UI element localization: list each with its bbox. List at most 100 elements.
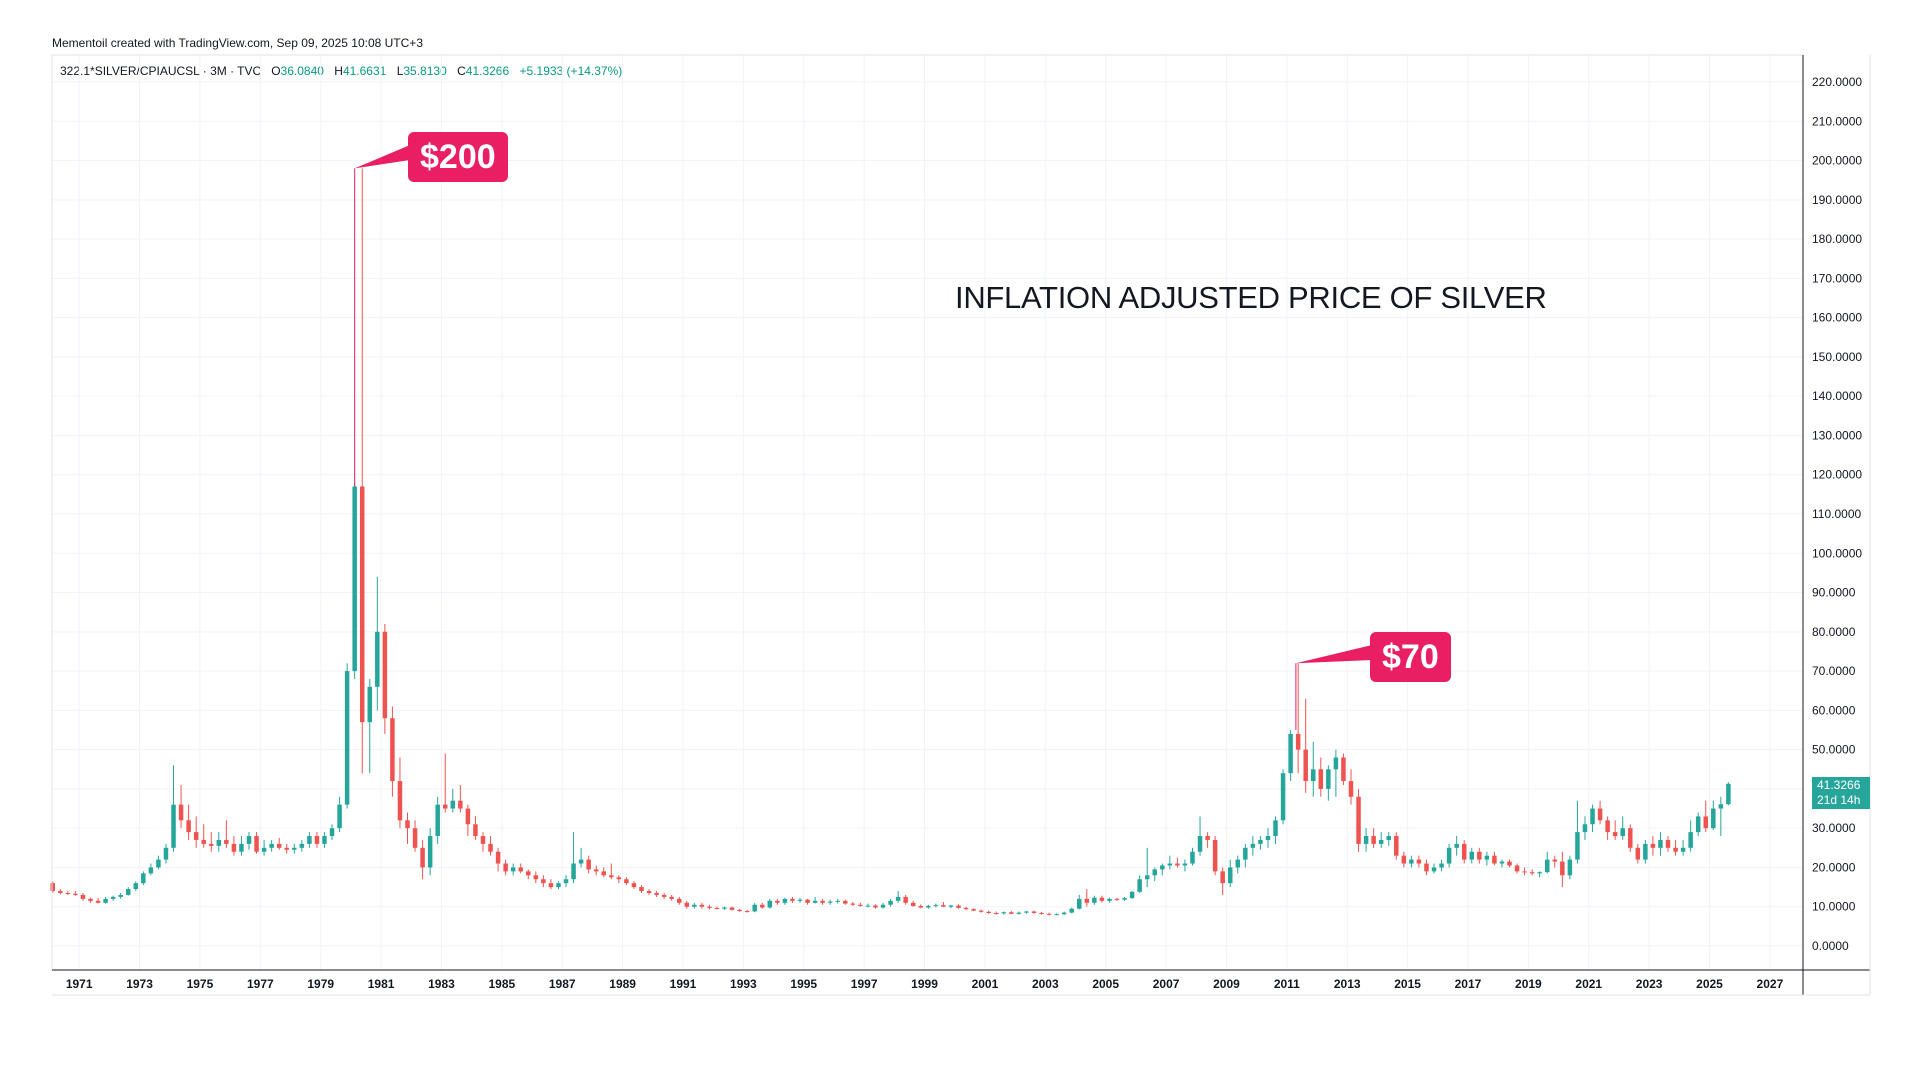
candle-body [1182,863,1188,866]
candle-body [231,843,237,852]
candle-body [707,906,712,908]
candle-body [654,892,659,895]
x-tick-label: 2017 [1455,977,1482,991]
candle-body [586,859,591,870]
candle-body [767,900,773,908]
y-tick-label: 190.0000 [1812,193,1862,207]
candle-body [1273,820,1278,837]
candle-body [1001,912,1007,914]
symbol-legend: 322.1*SILVER/CPIAUCSL · 3M · TVC O36.084… [60,64,622,78]
candle-body [284,847,289,850]
candle-body [1469,851,1475,860]
candle-body [775,900,780,903]
candle-body [1658,839,1663,848]
candle-body [1544,859,1550,873]
candle-body [1009,912,1014,914]
candle-body [246,836,252,844]
x-tick-label: 1971 [66,977,93,991]
candle-body [1137,879,1142,892]
candle-body [933,905,939,907]
candle-body [405,820,410,829]
x-tick-label: 2013 [1334,977,1361,991]
candle-body [201,839,206,844]
candle-body [805,899,810,903]
candle-body [171,804,176,848]
candle-body [737,909,742,912]
candle-body [1114,898,1120,900]
candle-body [261,847,267,852]
candle-body [1529,872,1535,874]
high-label: H [334,64,343,78]
y-tick-label: 80.0000 [1812,625,1856,639]
candle-body [450,800,456,809]
candle-body [1190,851,1195,864]
candle-body [1069,908,1074,913]
candle-body [322,836,327,844]
candle-body [375,631,380,687]
candle-body [1703,816,1708,829]
candle-body [186,820,191,833]
candle-body [1680,847,1686,852]
candle-body [1665,839,1671,848]
candle-body [895,896,901,901]
candle-body [1311,769,1316,782]
y-tick-label: 110.0000 [1812,507,1861,521]
candle-body [510,867,516,872]
x-tick-label: 1981 [368,977,395,991]
candle-body [593,869,599,872]
candle-body [1484,855,1490,860]
candle-body [797,899,803,901]
candle-body [216,839,222,846]
candle-body [382,631,388,719]
candle-body [1092,897,1097,903]
candle-body [1673,847,1678,852]
candle-body [1650,843,1656,848]
candle-body [1590,808,1595,825]
candle-body [722,907,727,909]
candle-body [971,909,976,911]
candle-body [646,891,652,893]
candle-body [239,843,244,852]
candle-body [1431,867,1437,872]
candle-body [639,887,644,892]
candle-body [609,875,614,878]
callout-peak-2011: $70 [1370,632,1451,682]
candle-body [1409,859,1414,864]
candle-body [73,893,78,895]
candle-body [978,910,984,912]
candle-body [941,905,946,907]
candle-body [1688,832,1693,848]
y-tick-label: 50.0000 [1812,743,1856,757]
last-price-badge: 41.3266 21d 14h [1812,777,1870,809]
candle-body [329,828,335,837]
candle-body [820,900,825,903]
candle-body [1295,733,1301,750]
candle-body [1726,783,1731,805]
candle-body [676,898,682,903]
candle-body [1144,875,1150,880]
candle-body [1031,911,1037,914]
candle-body [1016,912,1022,914]
candle-body [1371,836,1376,844]
x-axis-ticks: 1971 1973 1975 1977 1979 1981 1983 1985 1987 1989… [66,977,1784,991]
candle-body [518,867,523,872]
x-tick-label: 1973 [126,977,153,991]
candle-body [993,913,999,915]
x-tick-label: 2003 [1032,977,1059,991]
candle-body [1152,869,1157,876]
candle-body [390,718,395,782]
candle-body [948,905,954,907]
x-tick-label: 2009 [1213,977,1240,991]
candle-body [367,686,373,723]
candle-body [488,843,493,852]
candle-body [1326,769,1331,789]
candle-body [1446,847,1452,864]
y-tick-label: 90.0000 [1812,586,1856,600]
candle-body [692,904,697,907]
x-tick-label: 1999 [911,977,938,991]
y-tick-label: 70.0000 [1812,664,1856,678]
x-tick-label: 1985 [489,977,516,991]
candle-body [1560,861,1565,876]
candle-body [1061,912,1067,915]
